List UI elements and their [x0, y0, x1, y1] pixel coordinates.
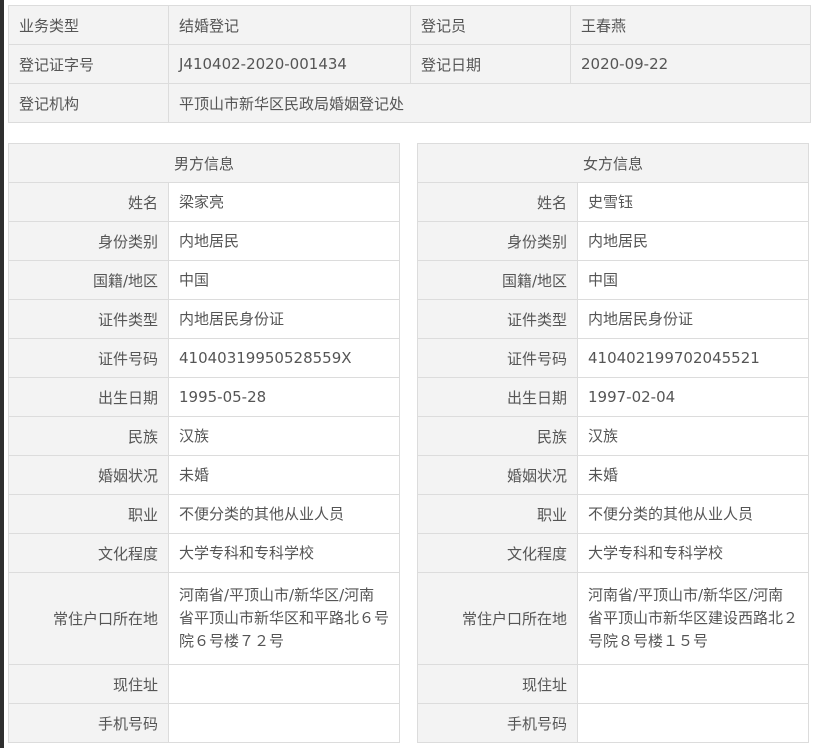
field-label: 登记日期: [410, 44, 571, 84]
field-label: 出生日期: [417, 377, 578, 417]
registration-summary-table: 业务类型 结婚登记 登记员 王春燕 登记证字号 J410402-2020-001…: [8, 5, 811, 123]
table-row: 职业 不便分类的其他从业人员: [8, 494, 400, 534]
table-row: 职业 不便分类的其他从业人员: [417, 494, 809, 534]
field-label: 民族: [417, 416, 578, 456]
table-row: 登记机构 平顶山市新华区民政局婚姻登记处: [8, 83, 811, 123]
field-label: 证件类型: [417, 299, 578, 339]
field-value: 41040319950528559X: [168, 338, 400, 378]
male-info-table: 男方信息 姓名 梁家亮 身份类别 内地居民 国籍/地区 中国 证件类型 内地居民身份证 证件号码 4…: [8, 143, 400, 743]
field-label: 职业: [8, 494, 169, 534]
registration-date-value: 2020-09-22: [570, 44, 811, 84]
table-row: 出生日期 1995-05-28: [8, 377, 400, 417]
table-row: 登记证字号 J410402-2020-001434 登记日期 2020-09-2…: [8, 44, 811, 84]
field-label: 身份类别: [417, 221, 578, 261]
table-row: 现住址: [417, 664, 809, 704]
field-value: 大学专科和专科学校: [168, 533, 400, 573]
field-label: 手机号码: [417, 703, 578, 743]
table-row: 证件号码 410402199702045521: [417, 338, 809, 378]
field-value: [577, 703, 809, 743]
field-value: [168, 703, 400, 743]
field-value: 1995-05-28: [168, 377, 400, 417]
business-type-value: 结婚登记: [168, 5, 411, 45]
field-label: 现住址: [417, 664, 578, 704]
field-label: 常住户口所在地: [8, 572, 169, 665]
field-value: 内地居民身份证: [577, 299, 809, 339]
field-value: [577, 664, 809, 704]
field-value: 河南省/平顶山市/新华区/河南省平顶山市新华区和平路北６号院６号楼７２号: [168, 572, 400, 665]
field-value: 410402199702045521: [577, 338, 809, 378]
field-label: 文化程度: [417, 533, 578, 573]
table-row: 身份类别 内地居民: [417, 221, 809, 261]
field-label: 登记机构: [8, 83, 169, 123]
table-row: 常住户口所在地 河南省/平顶山市/新华区/河南省平顶山市新华区建设西路北２号院８号…: [417, 572, 809, 665]
field-label: 婚姻状况: [8, 455, 169, 495]
field-label: 登记证字号: [8, 44, 169, 84]
field-value: 未婚: [577, 455, 809, 495]
certificate-number-value: J410402-2020-001434: [168, 44, 411, 84]
table-row: 婚姻状况 未婚: [417, 455, 809, 495]
table-row: 国籍/地区 中国: [8, 260, 400, 300]
table-row: 婚姻状况 未婚: [8, 455, 400, 495]
table-row: 证件号码 41040319950528559X: [8, 338, 400, 378]
field-label: 姓名: [8, 182, 169, 222]
window-edge: [0, 0, 4, 748]
field-label: 现住址: [8, 664, 169, 704]
table-row: 民族 汉族: [417, 416, 809, 456]
field-value: [168, 664, 400, 704]
table-row: 男方信息: [8, 143, 400, 183]
table-row: 国籍/地区 中国: [417, 260, 809, 300]
field-value: 大学专科和专科学校: [577, 533, 809, 573]
table-row: 文化程度 大学专科和专科学校: [417, 533, 809, 573]
table-row: 业务类型 结婚登记 登记员 王春燕: [8, 5, 811, 45]
field-label: 婚姻状况: [417, 455, 578, 495]
table-row: 文化程度 大学专科和专科学校: [8, 533, 400, 573]
field-value: 汉族: [577, 416, 809, 456]
field-value: 中国: [168, 260, 400, 300]
table-row: 身份类别 内地居民: [8, 221, 400, 261]
table-row: 姓名 梁家亮: [8, 182, 400, 222]
field-label: 国籍/地区: [8, 260, 169, 300]
table-row: 手机号码: [417, 703, 809, 743]
field-value: 中国: [577, 260, 809, 300]
field-value: 河南省/平顶山市/新华区/河南省平顶山市新华区建设西路北２号院８号楼１５号: [577, 572, 809, 665]
table-row: 现住址: [8, 664, 400, 704]
field-value: 未婚: [168, 455, 400, 495]
table-row: 女方信息: [417, 143, 809, 183]
field-label: 身份类别: [8, 221, 169, 261]
table-row: 姓名 史雪钰: [417, 182, 809, 222]
field-label: 姓名: [417, 182, 578, 222]
field-value: 内地居民: [168, 221, 400, 261]
table-row: 出生日期 1997-02-04: [417, 377, 809, 417]
field-value: 不便分类的其他从业人员: [168, 494, 400, 534]
field-label: 业务类型: [8, 5, 169, 45]
field-label: 民族: [8, 416, 169, 456]
field-value: 梁家亮: [168, 182, 400, 222]
field-label: 手机号码: [8, 703, 169, 743]
field-value: 不便分类的其他从业人员: [577, 494, 809, 534]
field-value: 史雪钰: [577, 182, 809, 222]
field-value: 汉族: [168, 416, 400, 456]
field-label: 证件号码: [8, 338, 169, 378]
field-label: 职业: [417, 494, 578, 534]
agency-value: 平顶山市新华区民政局婚姻登记处: [168, 83, 811, 123]
registrar-value: 王春燕: [570, 5, 811, 45]
field-label: 证件类型: [8, 299, 169, 339]
female-info-header: 女方信息: [417, 143, 809, 183]
field-label: 出生日期: [8, 377, 169, 417]
table-row: 手机号码: [8, 703, 400, 743]
male-info-header: 男方信息: [8, 143, 400, 183]
field-label: 文化程度: [8, 533, 169, 573]
field-label: 证件号码: [417, 338, 578, 378]
table-row: 证件类型 内地居民身份证: [417, 299, 809, 339]
field-value: 内地居民身份证: [168, 299, 400, 339]
field-value: 内地居民: [577, 221, 809, 261]
field-value: 1997-02-04: [577, 377, 809, 417]
field-label: 常住户口所在地: [417, 572, 578, 665]
female-info-table: 女方信息 姓名 史雪钰 身份类别 内地居民 国籍/地区 中国 证件类型 内地居民身份证 证件号码 4…: [417, 143, 809, 743]
table-row: 常住户口所在地 河南省/平顶山市/新华区/河南省平顶山市新华区和平路北６号院６号楼…: [8, 572, 400, 665]
field-label: 登记员: [410, 5, 571, 45]
field-label: 国籍/地区: [417, 260, 578, 300]
table-row: 民族 汉族: [8, 416, 400, 456]
table-row: 证件类型 内地居民身份证: [8, 299, 400, 339]
